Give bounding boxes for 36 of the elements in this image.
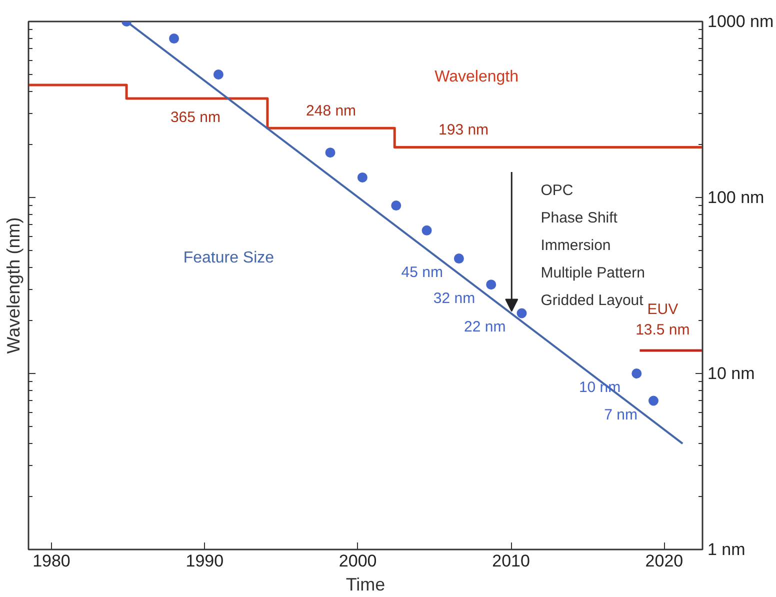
- annotation: OPC: [540, 182, 574, 199]
- y-axis-title: Wavelength (nm): [4, 217, 24, 354]
- y-tick-label: 100 nm: [708, 188, 764, 207]
- point: [422, 225, 432, 236]
- point: [391, 200, 402, 211]
- annotation: 248 nm: [306, 102, 356, 120]
- y-tick-label: 1 nm: [708, 540, 746, 559]
- y-tick-label: 10 nm: [708, 364, 755, 383]
- point: [454, 254, 464, 264]
- data-label: 32 nm: [433, 290, 476, 308]
- point: [516, 308, 527, 318]
- x-axis-title: Time: [346, 574, 386, 594]
- annotation: Immersion: [540, 236, 611, 254]
- data-label: 22 nm: [464, 318, 506, 336]
- point: [169, 34, 180, 44]
- x-tick-label: 1980: [32, 552, 70, 570]
- point: [325, 148, 336, 158]
- x-tick-label: 2010: [492, 552, 530, 570]
- x-tick-label: 2020: [645, 552, 684, 570]
- annotation: 193 nm: [438, 122, 489, 139]
- y-tick-label: 1000 nm: [708, 12, 774, 31]
- point: [357, 172, 368, 182]
- x-tick-label: 1990: [186, 552, 224, 570]
- annotation: Gridded Layout: [540, 292, 644, 309]
- data-label: 7 nm: [604, 406, 638, 424]
- point: [486, 280, 496, 290]
- annotation: 365 nm: [170, 109, 220, 126]
- point: [213, 69, 224, 80]
- x-tick-label: 2000: [338, 552, 377, 570]
- data-label: 45 nm: [401, 264, 443, 282]
- annotation: Phase Shift: [540, 209, 618, 226]
- point: [648, 396, 658, 406]
- text: Wavelength: [434, 68, 519, 86]
- text: Feature Size: [183, 250, 274, 267]
- point: [632, 368, 642, 378]
- annotation: Multiple Pattern: [540, 264, 645, 282]
